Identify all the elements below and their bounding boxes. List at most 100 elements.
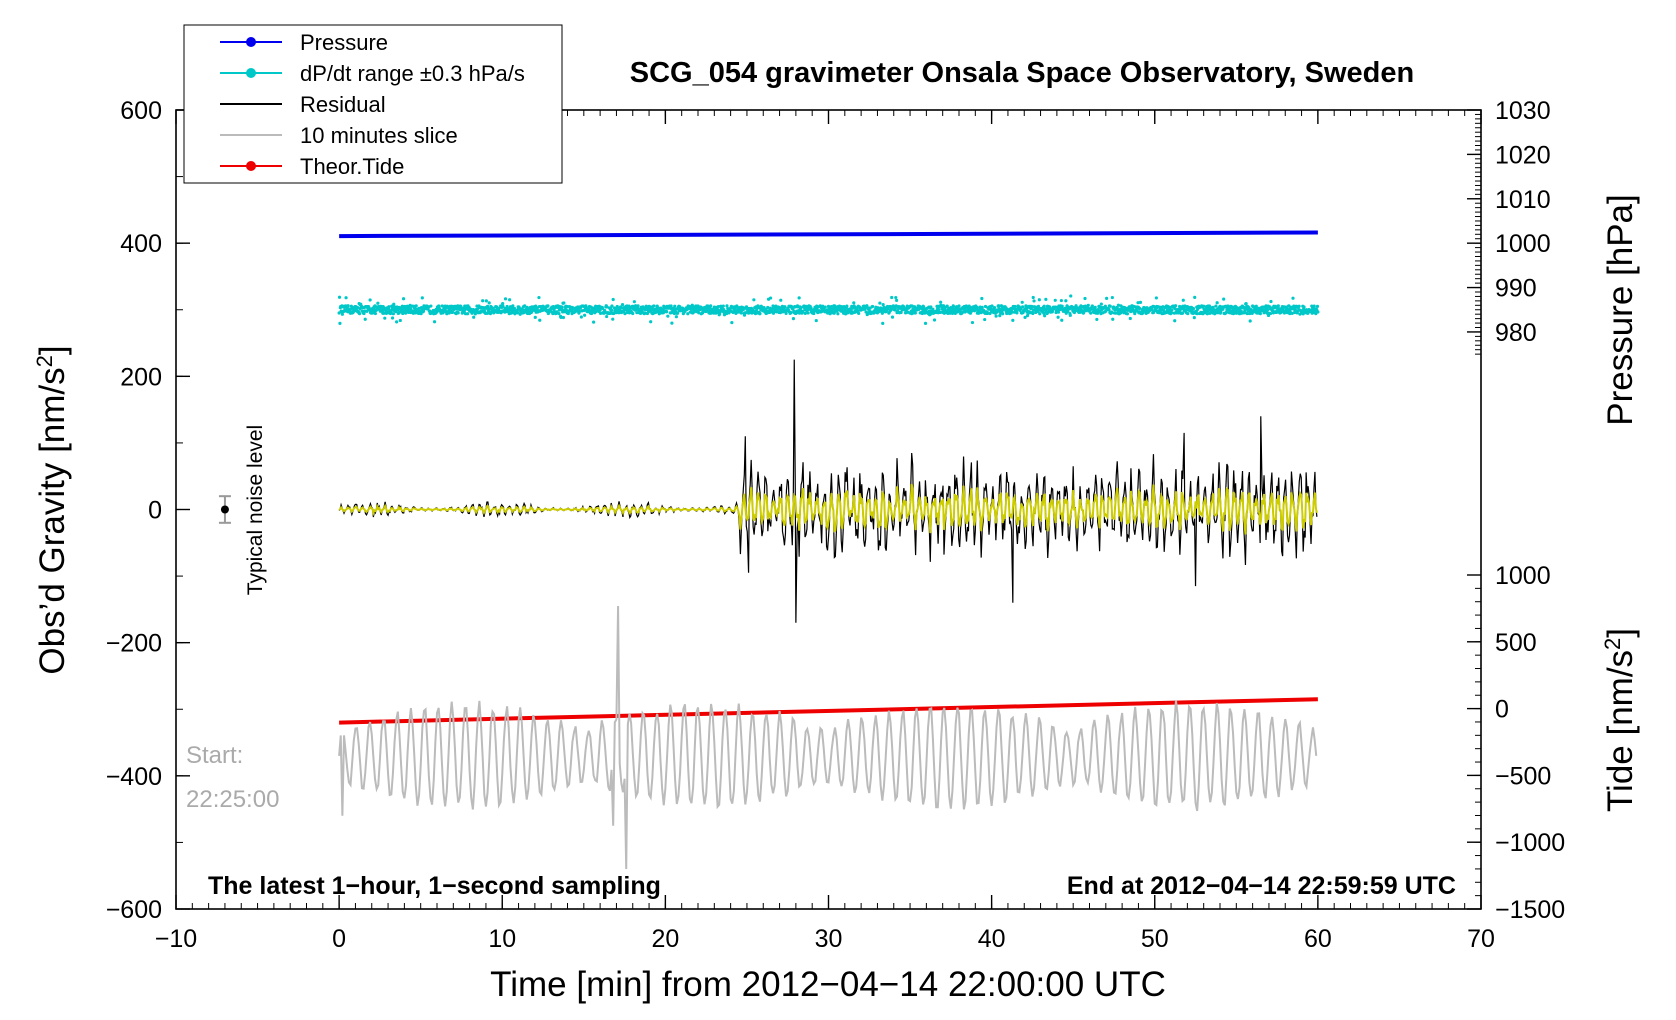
x-axis-label: Time [min] from 2012−04−14 22:00:00 UTC [490,965,1166,1004]
dpdt-point [1031,311,1035,316]
dpdt-point [501,304,505,309]
dpdt-point [1023,315,1027,319]
dpdt-point [779,298,783,302]
dpdt-point [432,320,437,324]
dpdt-point [823,305,827,309]
dpdt-point [340,312,344,316]
dpdt-point [1205,312,1209,316]
dpdt-point [664,310,669,314]
dpdt-point [1110,295,1114,300]
dpdt-point [1269,299,1273,304]
dpdt-point [899,310,903,315]
dpdt-point [674,315,678,319]
dpdt-point [611,297,615,302]
dpdt-point [484,299,488,303]
dpdt-point [605,305,609,309]
x-tick-label: 20 [651,925,679,953]
x-tick-label: 10 [488,925,516,953]
dpdt-point [357,312,362,316]
dpdt-point [1150,307,1154,312]
dpdt-point [1032,299,1036,303]
dpdt-point [1154,296,1158,300]
dpdt-point [1060,318,1064,322]
dpdt-point [617,311,621,315]
dpdt-point [730,320,734,325]
dpdt-point [1315,304,1320,309]
x-tick-label: 40 [978,925,1006,953]
dpdt-point [636,304,640,308]
dpdt-point [392,302,396,306]
dpdt-point [382,311,386,315]
dpdt-point [870,304,875,309]
dpdt-point [1250,311,1254,316]
dpdt-point [975,305,979,309]
dpdt-point [931,307,935,311]
dpdt-point [880,311,884,315]
dpdt-point [970,320,975,325]
dpdt-point [1208,311,1212,315]
dpdt-point [1013,304,1017,309]
dpdt-point [577,310,581,314]
dpdt-point [1186,311,1190,316]
dpdt-point [980,305,984,309]
dpdt-point [806,311,810,315]
dpdt-point [419,312,423,316]
y-left-axis-ticks: 600 400 200 0 −200 −400 −600 [106,97,190,924]
dpdt-point [1181,298,1185,302]
dpdt-point [346,304,350,308]
dpdt-point [1060,304,1064,308]
y-tick-label: 0 [148,497,162,525]
dpdt-point [784,311,788,316]
dpdt-point [516,311,520,315]
dpdt-point [401,311,405,316]
dpdt-point [610,304,614,308]
dpdt-point [1288,309,1292,313]
bottom-left-note: The latest 1−hour, 1−second sampling [208,872,661,900]
dpdt-scatter [337,294,1320,326]
dpdt-point [857,311,861,315]
dpdt-point [605,314,609,319]
dpdt-point [1184,308,1188,312]
legend-marker [246,68,256,78]
pressure-tick-label: 1020 [1495,141,1551,169]
dpdt-point [890,315,895,319]
dpdt-point [1152,305,1156,309]
y-tick-label: 600 [120,97,162,125]
dpdt-point [929,305,933,309]
dpdt-point [1015,311,1019,315]
dpdt-point [512,306,517,311]
dpdt-point [1042,304,1046,308]
dpdt-point [1192,315,1196,320]
dpdt-point [766,305,770,310]
dpdt-point [1138,300,1143,304]
dpdt-point [803,311,807,315]
dpdt-point [1287,304,1291,308]
dpdt-point [666,314,670,318]
noise-point [220,505,229,514]
dpdt-point [1258,312,1262,316]
dpdt-point [501,301,505,306]
dpdt-point [1099,302,1103,306]
dpdt-point [511,304,515,308]
dpdt-point [390,316,395,320]
dpdt-point [598,311,603,315]
x-tick-label: 60 [1304,925,1332,953]
dpdt-point [362,311,366,316]
dpdt-point [1195,312,1199,316]
dpdt-point [1068,313,1072,317]
dpdt-point [505,304,509,309]
dpdt-point [1215,301,1219,305]
dpdt-point [623,312,627,316]
dpdt-point [368,298,372,302]
dpdt-point [998,313,1002,318]
dpdt-point [1266,308,1270,312]
tide-label-sup: 2 [1600,638,1625,650]
pressure-axis-label: Pressure [hPa] [1601,194,1640,426]
dpdt-point [829,304,833,309]
dpdt-point [938,310,942,314]
dpdt-point [1170,308,1174,312]
tide-tick-label: 1000 [1495,562,1551,590]
dpdt-point [1136,301,1140,305]
tide-label-main: Tide [nm/s [1601,650,1640,812]
dpdt-point [1302,305,1306,309]
